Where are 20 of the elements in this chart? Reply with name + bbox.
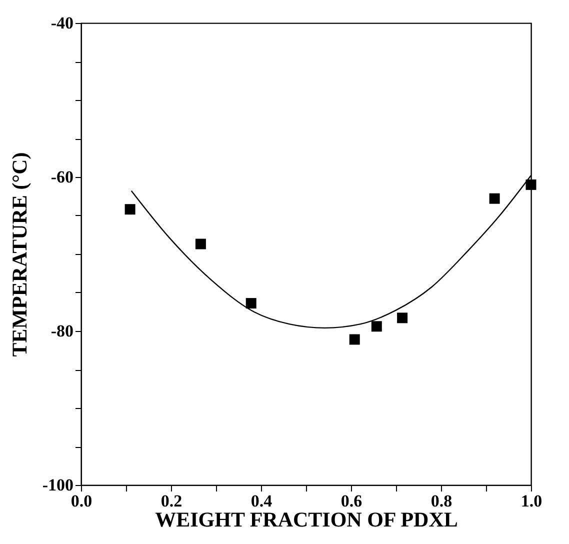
point bbox=[489, 193, 500, 204]
point bbox=[195, 238, 206, 250]
point bbox=[397, 312, 408, 324]
y-axis-title: TEMPERATURE (°C) bbox=[7, 152, 32, 357]
x-tick-label: 0.0 bbox=[70, 492, 92, 510]
x-tick-label: 0.4 bbox=[250, 492, 273, 510]
y-tick-label: -80 bbox=[50, 322, 74, 340]
point bbox=[124, 204, 136, 215]
point bbox=[526, 179, 536, 190]
x-tick-label: 0.6 bbox=[340, 492, 362, 510]
x-tick-label: 0.2 bbox=[160, 492, 182, 510]
x-tick-label: 1.0 bbox=[520, 492, 542, 510]
point bbox=[371, 321, 382, 332]
x-axis-title: WEIGHT FRACTION OF PDXL bbox=[155, 508, 458, 532]
y-tick-label: -60 bbox=[50, 168, 74, 186]
point bbox=[246, 298, 256, 309]
y-tick-label: -40 bbox=[50, 14, 74, 32]
y-tick-label: -100 bbox=[42, 476, 74, 494]
x-tick-label: 0.8 bbox=[430, 492, 452, 510]
point bbox=[349, 334, 360, 345]
